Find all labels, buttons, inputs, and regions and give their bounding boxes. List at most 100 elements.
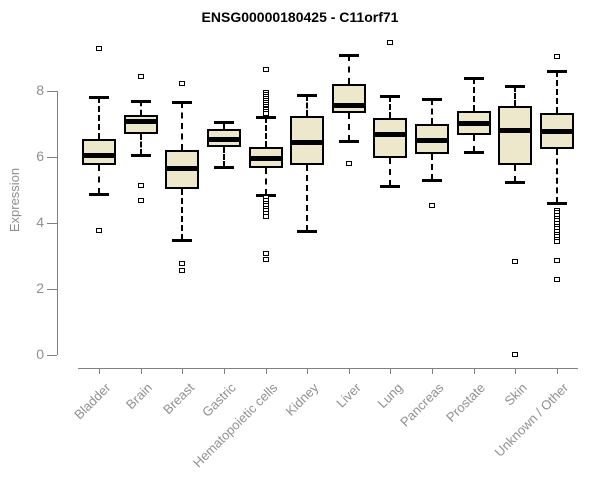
whisker-upper-pancreas xyxy=(431,99,434,125)
whisker-cap-lower-pancreas xyxy=(422,179,443,183)
y-tick-label: 2 xyxy=(36,280,44,296)
median-line-skin xyxy=(498,127,533,133)
median-line-liver xyxy=(331,102,366,108)
whisker-cap-upper-lung xyxy=(380,94,401,98)
x-tick-label-breast: Breast xyxy=(159,380,197,418)
outlier-point-brain xyxy=(137,183,144,189)
outlier-point-brain xyxy=(137,74,144,80)
x-tick-label-liver: Liver xyxy=(332,380,364,411)
outlier-point-skin xyxy=(512,352,519,358)
median-line-pancreas xyxy=(415,137,450,143)
whisker-upper-lung xyxy=(389,95,392,119)
y-tick xyxy=(47,157,57,158)
whisker-cap-lower-breast xyxy=(172,239,193,243)
whisker-cap-lower-prostate xyxy=(463,150,484,154)
whisker-lower-kidney xyxy=(306,164,309,232)
whisker-lower-hematopoietic-cells xyxy=(264,168,267,195)
outlier-point-pancreas xyxy=(429,202,436,208)
x-tick-label-gastric: Gastric xyxy=(198,380,239,420)
outlier-point-hematopoietic-cells xyxy=(262,250,269,256)
outlier-point-unknown-other xyxy=(554,54,560,60)
x-tick-label-pancreas: Pancreas xyxy=(397,380,447,430)
whisker-upper-unknown-other xyxy=(556,70,558,114)
whisker-cap-lower-lung xyxy=(380,185,401,189)
median-line-lung xyxy=(373,131,408,137)
box-liver xyxy=(331,84,366,114)
outlier-point-skin xyxy=(512,258,519,264)
x-tick-label-brain: Brain xyxy=(123,380,156,413)
median-line-kidney xyxy=(290,139,325,145)
whisker-lower-skin xyxy=(514,164,517,182)
whisker-cap-lower-skin xyxy=(505,180,526,184)
whisker-lower-liver xyxy=(347,113,350,142)
x-tick-liver xyxy=(348,368,350,374)
outlier-point-breast xyxy=(179,260,186,266)
outlier-point-bladder xyxy=(96,227,102,233)
whisker-lower-pancreas xyxy=(431,154,434,181)
whisker-cap-lower-bladder xyxy=(89,192,109,196)
whisker-cap-upper-skin xyxy=(505,84,526,88)
whisker-upper-prostate xyxy=(472,78,475,112)
y-axis-line xyxy=(57,91,58,355)
whisker-upper-breast xyxy=(181,101,184,151)
x-tick-label-unknown-other: Unknown / Other xyxy=(492,380,572,460)
box-lung xyxy=(373,118,408,158)
median-line-gastric xyxy=(206,136,241,142)
outlier-point-hematopoietic-cells xyxy=(262,111,269,117)
x-axis-line xyxy=(78,368,578,369)
median-line-hematopoietic-cells xyxy=(248,155,283,161)
whisker-lower-prostate xyxy=(472,134,475,152)
whisker-cap-lower-unknown-other xyxy=(547,201,567,205)
whisker-upper-gastric xyxy=(222,122,225,130)
outlier-point-hematopoietic-cells xyxy=(262,213,269,219)
whisker-cap-upper-pancreas xyxy=(422,98,443,102)
x-tick-breast xyxy=(182,368,184,374)
x-tick-prostate xyxy=(473,368,475,374)
outlier-point-hematopoietic-cells xyxy=(262,256,269,262)
whisker-cap-upper-gastric xyxy=(213,121,234,125)
x-tick-label-prostate: Prostate xyxy=(443,380,489,425)
y-tick xyxy=(47,91,57,92)
y-tick xyxy=(47,223,57,224)
x-tick-label-lung: Lung xyxy=(374,380,406,412)
outlier-point-bladder xyxy=(96,46,102,52)
whisker-cap-upper-brain xyxy=(130,99,151,103)
whisker-lower-unknown-other xyxy=(556,149,558,203)
x-tick-label-kidney: Kidney xyxy=(283,380,322,419)
y-tick xyxy=(47,355,57,356)
whisker-upper-bladder xyxy=(98,96,100,139)
outlier-point-brain xyxy=(137,197,144,203)
whisker-cap-lower-brain xyxy=(130,154,151,158)
median-line-bladder xyxy=(82,153,116,159)
outlier-point-unknown-other xyxy=(554,239,560,245)
whisker-cap-lower-gastric xyxy=(213,165,234,169)
box-bladder xyxy=(82,138,116,165)
outlier-point-unknown-other xyxy=(554,257,560,263)
chart-title: ENSG00000180425 - C11orf71 xyxy=(201,9,399,25)
whisker-cap-upper-breast xyxy=(172,100,193,104)
median-line-prostate xyxy=(456,121,491,127)
whisker-cap-upper-hematopoietic-cells xyxy=(255,116,276,120)
outlier-point-lung xyxy=(387,39,394,45)
outlier-point-breast xyxy=(179,267,186,273)
outlier-point-liver xyxy=(345,160,352,166)
y-tick-label: 6 xyxy=(36,148,44,164)
whisker-cap-upper-kidney xyxy=(297,93,318,97)
outlier-point-unknown-other xyxy=(554,277,560,283)
x-tick-pancreas xyxy=(432,368,434,374)
x-tick-hematopoietic-cells xyxy=(265,368,267,374)
whisker-lower-gastric xyxy=(222,146,225,167)
y-tick-label: 0 xyxy=(36,346,44,362)
whisker-cap-upper-unknown-other xyxy=(547,69,567,73)
whisker-cap-upper-liver xyxy=(338,53,359,57)
y-tick-label: 4 xyxy=(36,214,44,230)
whisker-upper-liver xyxy=(347,54,350,85)
x-tick-bladder xyxy=(99,368,100,374)
x-tick-kidney xyxy=(307,368,309,374)
box-skin xyxy=(498,105,533,165)
y-tick-label: 8 xyxy=(36,82,44,98)
whisker-cap-upper-prostate xyxy=(463,77,484,81)
whisker-lower-bladder xyxy=(98,164,100,194)
whisker-upper-brain xyxy=(139,100,142,116)
